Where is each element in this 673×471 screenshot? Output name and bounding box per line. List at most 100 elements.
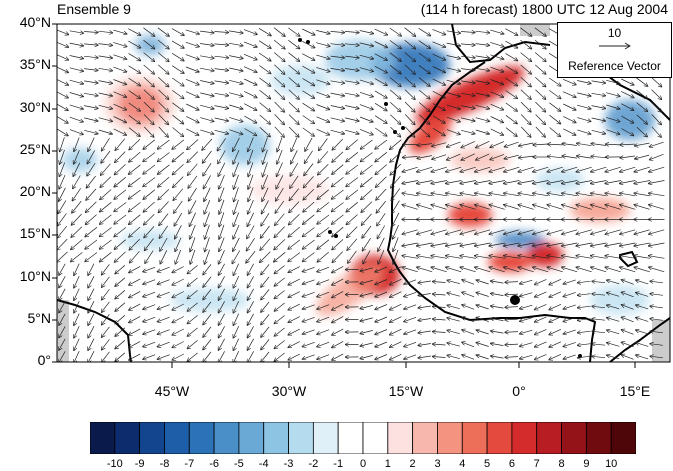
wind-vector (259, 102, 271, 112)
wind-vector (83, 32, 98, 33)
wind-vector (233, 212, 240, 227)
colorbar-label: 2 (409, 458, 416, 470)
wind-vector (157, 64, 169, 74)
wind-vector (489, 256, 505, 259)
wind-vector (229, 67, 243, 71)
wind-vector (518, 180, 534, 184)
wind-vector (143, 27, 154, 36)
wind-vector (200, 44, 214, 46)
wind-vector (115, 340, 126, 348)
wind-vector (418, 306, 431, 308)
wind-vector (261, 213, 270, 226)
wind-vector (431, 193, 447, 197)
wind-vector (562, 78, 576, 84)
wind-vector (549, 127, 561, 137)
wind-vector (447, 355, 460, 360)
wind-vector (86, 175, 96, 188)
wind-vector (302, 90, 315, 98)
wind-vector (591, 256, 607, 259)
wind-vector (476, 305, 489, 310)
wind-vector (375, 304, 388, 310)
wind-vector (417, 155, 432, 159)
wind-vector (562, 242, 578, 246)
wind-vector (317, 227, 330, 237)
wind-vector (74, 300, 80, 313)
wind-vector (562, 166, 578, 172)
wind-vector (360, 292, 373, 296)
wind-vector (88, 263, 95, 276)
wind-vector (389, 89, 401, 99)
wind-vector (102, 301, 110, 312)
wind-vector (563, 342, 576, 346)
wind-vector (114, 227, 127, 236)
wind-vector (57, 128, 68, 135)
wind-vector (129, 189, 141, 199)
wind-vector (261, 276, 270, 287)
wind-vector (518, 205, 534, 210)
wind-vector (332, 251, 343, 263)
wind-vector (129, 341, 141, 347)
wind-vector (520, 317, 533, 322)
lat-label: 40°N (19, 14, 51, 30)
wind-vector (505, 40, 517, 48)
wind-vector (562, 156, 577, 158)
wind-vector (535, 354, 547, 359)
wind-vector (274, 265, 285, 274)
wind-vector (158, 189, 170, 199)
wind-vector (175, 225, 182, 238)
wind-vector (84, 81, 98, 83)
wind-vector (288, 126, 299, 137)
wind-vector (84, 69, 98, 71)
wind-vector (520, 292, 533, 297)
wind-vector (462, 305, 475, 310)
wind-vector (417, 229, 433, 234)
wind-vector (650, 306, 663, 308)
wind-vector (562, 256, 578, 259)
wind-vector (402, 242, 418, 246)
wind-vector (533, 256, 549, 259)
wind-vector (332, 303, 344, 310)
wind-vector (475, 67, 490, 70)
wind-vector (59, 162, 66, 177)
wind-vector (157, 266, 170, 272)
wind-vector (203, 326, 212, 337)
wind-vector (446, 229, 462, 234)
wind-vector (460, 180, 476, 184)
wind-vector (277, 149, 283, 164)
lat-label: 35°N (19, 56, 51, 72)
anomaly-negative-2 (605, 100, 655, 140)
wind-vector (129, 202, 141, 211)
wind-vector (636, 355, 649, 360)
wind-vector (361, 201, 373, 213)
wind-vector (129, 291, 141, 297)
wind-vector (288, 64, 300, 74)
wind-vector (390, 102, 400, 111)
wind-vector (520, 39, 532, 49)
wind-vector (620, 205, 636, 210)
wind-vector (621, 305, 634, 310)
wind-vector (634, 267, 650, 273)
wind-vector (419, 126, 429, 137)
wind-vector (389, 27, 402, 36)
wind-vector (650, 344, 663, 346)
wind-vector (115, 327, 126, 336)
wind-vector (157, 341, 170, 347)
lat-label: 30°N (19, 99, 51, 115)
wind-vector (460, 256, 476, 259)
wind-vector (143, 52, 155, 62)
wind-vector (332, 214, 344, 224)
missing-data-east (652, 320, 670, 362)
wind-vector (432, 90, 445, 98)
colorbar-swatch (139, 422, 165, 454)
wind-vector (274, 64, 284, 74)
wind-vector (189, 200, 197, 213)
colorbar-label: 8 (558, 458, 565, 470)
wind-vector (475, 80, 490, 84)
wind-vector (563, 279, 576, 284)
wind-vector (460, 242, 476, 246)
wind-vector (402, 229, 418, 234)
wind-vector (72, 188, 81, 200)
wind-vector (460, 166, 476, 172)
wind-vector (274, 327, 285, 336)
wind-vector (69, 129, 83, 135)
